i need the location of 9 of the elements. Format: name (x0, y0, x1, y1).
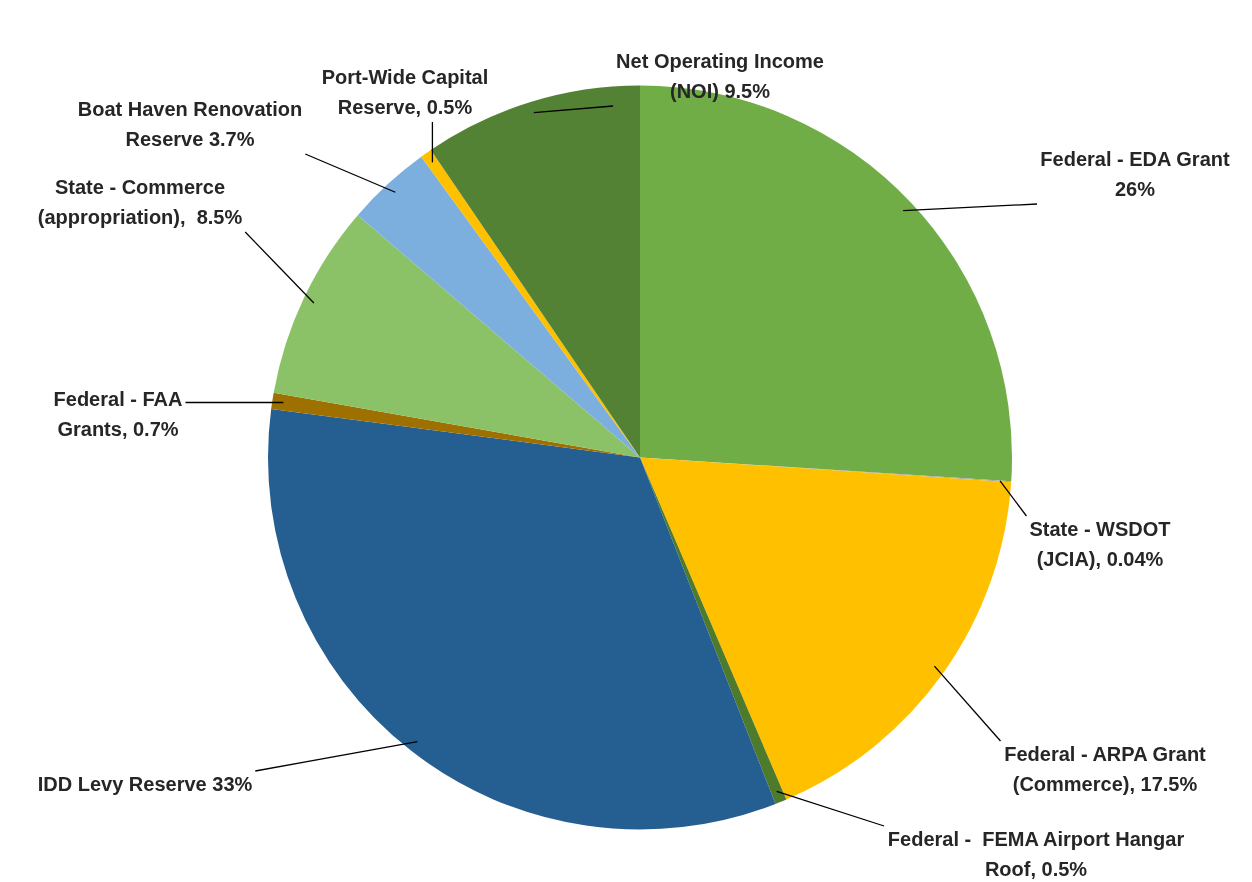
slice-label: Federal - EDA Grant 26% (1040, 147, 1230, 200)
slice-label: Boat Haven Renovation Reserve 3.7% (77, 97, 303, 150)
slice-label: Federal - FEMA Airport Hangar Roof, 0.5% (887, 827, 1185, 880)
slice-label: Port-Wide Capital Reserve, 0.5% (321, 65, 489, 118)
slice-label: State - Commerce (appropriation), 8.5% (37, 175, 243, 228)
slice-label: IDD Levy Reserve 33% (37, 772, 253, 795)
slice-label: Federal - FAA Grants, 0.7% (53, 387, 183, 440)
slice-label: Federal - ARPA Grant (Commerce), 17.5% (1004, 742, 1207, 795)
slice-label: State - WSDOT (JCIA), 0.04% (1029, 517, 1171, 570)
